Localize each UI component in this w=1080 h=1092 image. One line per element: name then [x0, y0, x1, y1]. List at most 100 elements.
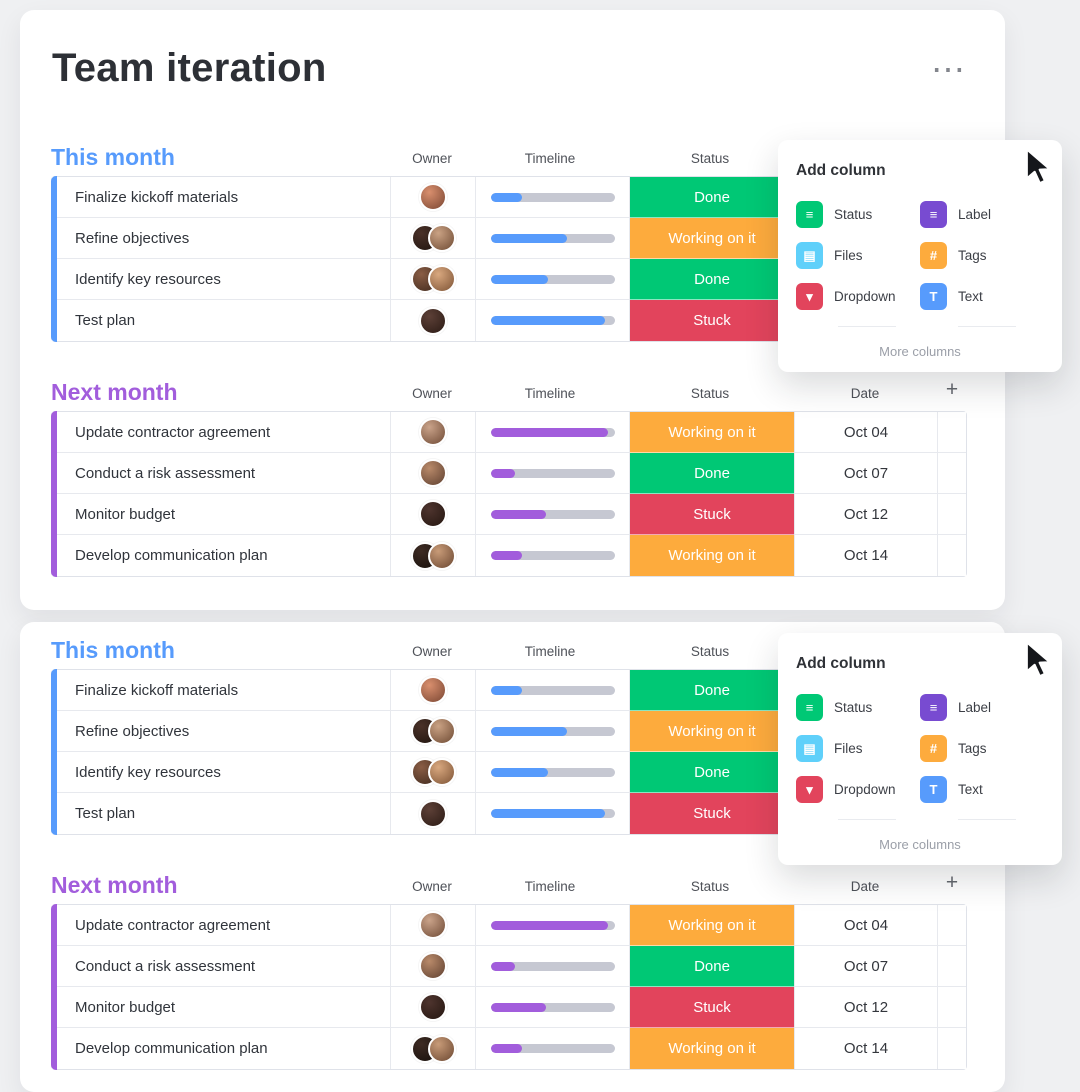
date-cell[interactable]: Oct 12 [794, 494, 938, 535]
task-name-cell[interactable]: Update contractor agreement [52, 412, 391, 453]
empty-cell [938, 905, 966, 946]
owner-cell[interactable] [391, 670, 476, 711]
owner-cell[interactable] [391, 412, 476, 453]
date-cell[interactable]: Oct 07 [794, 946, 938, 987]
popup-item-label: Dropdown [834, 782, 896, 797]
task-name-cell[interactable]: Test plan [52, 300, 391, 341]
timeline-cell[interactable] [476, 793, 630, 834]
owner-cell[interactable] [391, 905, 476, 946]
popup-item-dropdown[interactable]: ▾ Dropdown [796, 769, 920, 810]
status-cell[interactable]: Done [630, 453, 794, 494]
timeline-cell[interactable] [476, 905, 630, 946]
owner-cell[interactable] [391, 300, 476, 341]
task-name-cell[interactable]: Test plan [52, 793, 391, 834]
status-cell[interactable]: Done [630, 752, 794, 793]
date-cell[interactable]: Oct 14 [794, 535, 938, 576]
status-cell[interactable]: Done [630, 670, 794, 711]
timeline-cell[interactable] [476, 412, 630, 453]
status-cell[interactable]: Stuck [630, 793, 794, 834]
status-cell[interactable]: Stuck [630, 300, 794, 341]
status-cell[interactable]: Stuck [630, 494, 794, 535]
add-column-button[interactable]: + [945, 871, 959, 894]
status-cell[interactable]: Done [630, 177, 794, 218]
timeline-cell[interactable] [476, 670, 630, 711]
task-name-cell[interactable]: Develop communication plan [52, 535, 391, 576]
status-cell[interactable]: Stuck [630, 987, 794, 1028]
group-accent-bar [51, 411, 57, 577]
task-name-cell[interactable]: Conduct a risk assessment [52, 946, 391, 987]
task-name-cell[interactable]: Finalize kickoff materials [52, 670, 391, 711]
timeline-cell[interactable] [476, 494, 630, 535]
files-column-icon: ▤ [796, 735, 823, 762]
popup-item-status[interactable]: ≡ Status [796, 687, 920, 728]
more-columns-link[interactable]: More columns [879, 837, 961, 852]
task-name-cell[interactable]: Refine objectives [52, 218, 391, 259]
owner-cell[interactable] [391, 1028, 476, 1069]
timeline-cell[interactable] [476, 453, 630, 494]
owner-cell[interactable] [391, 453, 476, 494]
task-name-cell[interactable]: Refine objectives [52, 711, 391, 752]
owner-cell[interactable] [391, 946, 476, 987]
status-cell[interactable]: Done [630, 259, 794, 300]
timeline-cell[interactable] [476, 535, 630, 576]
add-column-button[interactable]: + [945, 378, 959, 401]
status-cell[interactable]: Working on it [630, 905, 794, 946]
timeline-cell[interactable] [476, 711, 630, 752]
popup-item-status[interactable]: ≡ Status [796, 194, 920, 235]
group-title-next-month[interactable]: Next month [51, 872, 178, 898]
timeline-cell[interactable] [476, 946, 630, 987]
date-cell[interactable]: Oct 14 [794, 1028, 938, 1069]
owner-cell[interactable] [391, 177, 476, 218]
group-title-next-month[interactable]: Next month [51, 379, 178, 405]
popup-item-files[interactable]: ▤ Files [796, 728, 920, 769]
column-header-owner: Owner [412, 644, 452, 659]
task-name-cell[interactable]: Update contractor agreement [52, 905, 391, 946]
task-name-cell[interactable]: Monitor budget [52, 494, 391, 535]
owner-cell[interactable] [391, 752, 476, 793]
timeline-cell[interactable] [476, 177, 630, 218]
task-name-cell[interactable]: Identify key resources [52, 752, 391, 793]
task-name-cell[interactable]: Conduct a risk assessment [52, 453, 391, 494]
timeline-cell[interactable] [476, 218, 630, 259]
date-cell[interactable]: Oct 12 [794, 987, 938, 1028]
owner-cell[interactable] [391, 987, 476, 1028]
owner-cell[interactable] [391, 259, 476, 300]
popup-item-tags[interactable]: # Tags [920, 728, 1044, 769]
owner-cell[interactable] [391, 711, 476, 752]
popup-item-text[interactable]: T Text [920, 769, 1044, 810]
owner-cell[interactable] [391, 218, 476, 259]
popup-item-dropdown[interactable]: ▾ Dropdown [796, 276, 920, 317]
task-name-cell[interactable]: Monitor budget [52, 987, 391, 1028]
status-cell[interactable]: Working on it [630, 1028, 794, 1069]
popup-item-text[interactable]: T Text [920, 276, 1044, 317]
board-more-options-button[interactable]: ⋯ [931, 51, 967, 89]
popup-item-files[interactable]: ▤ Files [796, 235, 920, 276]
group-title-this-month[interactable]: This month [51, 144, 175, 170]
timeline-cell[interactable] [476, 1028, 630, 1069]
status-cell[interactable]: Working on it [630, 711, 794, 752]
timeline-cell[interactable] [476, 300, 630, 341]
status-cell[interactable]: Working on it [630, 535, 794, 576]
task-name-cell[interactable]: Develop communication plan [52, 1028, 391, 1069]
status-cell[interactable]: Working on it [630, 218, 794, 259]
date-cell[interactable]: Oct 04 [794, 412, 938, 453]
popup-item-label[interactable]: ≡ Label [920, 194, 1044, 235]
timeline-cell[interactable] [476, 987, 630, 1028]
timeline-cell[interactable] [476, 259, 630, 300]
popup-item-tags[interactable]: # Tags [920, 235, 1044, 276]
popup-item-label[interactable]: ≡ Label [920, 687, 1044, 728]
divider [838, 326, 896, 327]
more-columns-link[interactable]: More columns [879, 344, 961, 359]
timeline-cell[interactable] [476, 752, 630, 793]
owner-cell[interactable] [391, 494, 476, 535]
group-title-this-month[interactable]: This month [51, 637, 175, 663]
date-cell[interactable]: Oct 07 [794, 453, 938, 494]
status-cell[interactable]: Working on it [630, 412, 794, 453]
owner-cell[interactable] [391, 535, 476, 576]
status-cell[interactable]: Done [630, 946, 794, 987]
column-header-status: Status [690, 151, 730, 166]
task-name-cell[interactable]: Finalize kickoff materials [52, 177, 391, 218]
date-cell[interactable]: Oct 04 [794, 905, 938, 946]
owner-cell[interactable] [391, 793, 476, 834]
task-name-cell[interactable]: Identify key resources [52, 259, 391, 300]
